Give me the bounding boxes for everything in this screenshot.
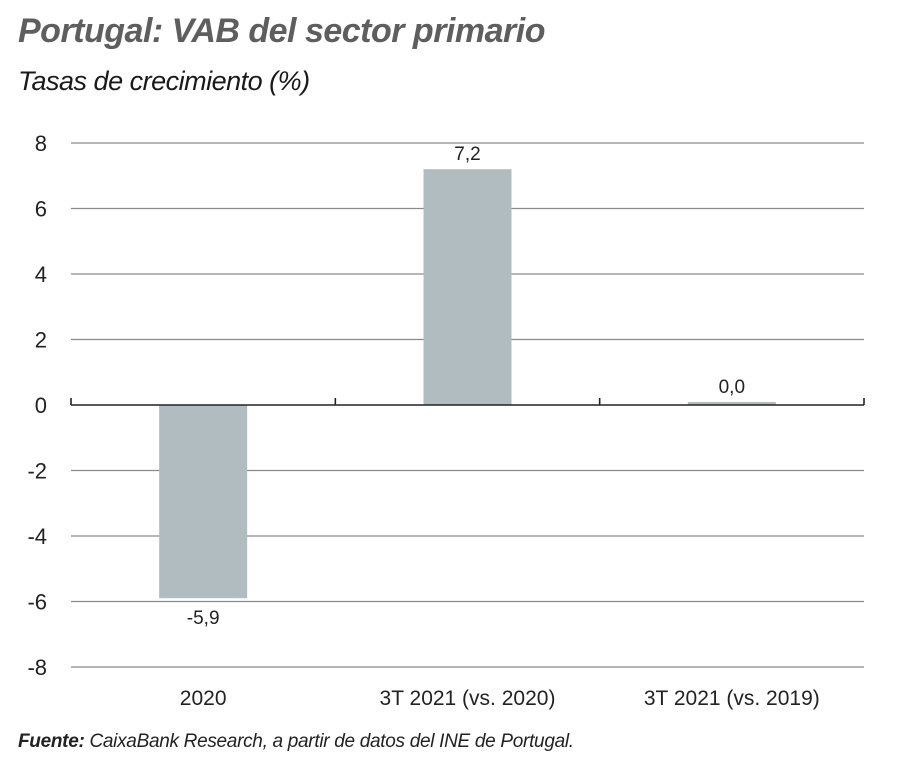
data-label: 0,0 (719, 377, 745, 398)
data-labels: -5,9 7,2 0,0 (187, 144, 745, 629)
data-label: -5,9 (187, 608, 220, 629)
x-tick-label: 2020 (180, 687, 227, 710)
bar (423, 169, 512, 405)
x-axis (70, 398, 865, 406)
y-tick-label: 0 (35, 393, 47, 418)
y-tick-label: -6 (27, 590, 47, 615)
bar (687, 402, 776, 405)
x-axis-tick-labels: 2020 3T 2021 (vs. 2020) 3T 2021 (vs. 2019) (180, 687, 820, 710)
chart-title: Portugal: VAB del sector primario (18, 12, 545, 50)
y-tick-label: 6 (35, 197, 47, 222)
x-tick-label: 3T 2021 (vs. 2020) (380, 687, 556, 710)
y-tick-label: -2 (27, 459, 47, 484)
y-tick-label: 2 (35, 328, 47, 353)
y-tick-label: 8 (35, 131, 47, 156)
bars (159, 169, 776, 599)
y-tick-label: -8 (27, 655, 47, 680)
x-tick-label: 3T 2021 (vs. 2019) (644, 687, 820, 710)
bar (159, 405, 248, 599)
source-text: CaixaBank Research, a partir de datos de… (84, 731, 574, 752)
source-note: Fuente: CaixaBank Research, a partir de … (18, 731, 574, 753)
y-tick-label: 4 (35, 262, 47, 287)
chart-subtitle: Tasas de crecimiento (%) (18, 66, 310, 96)
y-axis-tick-labels: 8 6 4 2 0 -2 -4 -6 -8 (27, 131, 47, 680)
source-label: Fuente: (18, 731, 85, 752)
y-tick-label: -4 (27, 524, 47, 549)
data-label: 7,2 (454, 144, 480, 165)
